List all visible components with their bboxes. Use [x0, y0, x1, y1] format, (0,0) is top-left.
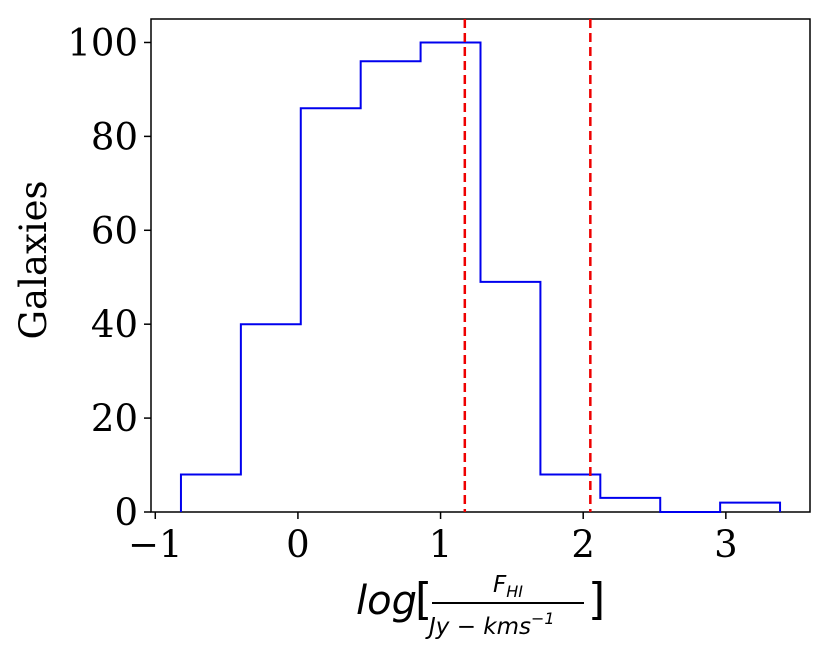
x-axis-label-open-bracket: [ — [415, 574, 432, 625]
x-tick-label: −1 — [128, 523, 183, 566]
x-axis-label-denominator: Jy − kms−1 — [425, 609, 555, 640]
y-tick-label: 60 — [91, 209, 138, 252]
x-tick-label: 2 — [571, 523, 595, 566]
x-axis-label-close-bracket: ] — [588, 574, 605, 625]
y-axis-ticks: 0 20 40 60 80 100 — [67, 21, 151, 534]
x-axis-ticks: −1 0 1 2 3 — [128, 512, 738, 566]
x-tick-label: 3 — [714, 523, 738, 566]
x-tick-label: 1 — [429, 523, 453, 566]
x-tick-label: 0 — [286, 523, 310, 566]
y-tick-label: 40 — [91, 303, 138, 346]
x-axis-label: log [ FHI Jy − kms−1 ] — [356, 572, 605, 640]
y-tick-label: 80 — [91, 115, 138, 158]
y-tick-label: 0 — [114, 491, 138, 534]
histogram-series — [179, 41, 782, 513]
y-tick-label: 100 — [67, 21, 138, 64]
plot-frame — [150, 18, 811, 513]
histogram-step-line — [179, 41, 782, 513]
y-axis-label: Galaxies — [12, 180, 55, 339]
x-axis-label-numerator: FHI — [493, 572, 523, 601]
y-tick-label: 20 — [91, 397, 138, 440]
reference-lines — [463, 19, 592, 512]
x-axis-label-prefix: log — [356, 578, 417, 624]
axes-frame — [150, 18, 811, 513]
